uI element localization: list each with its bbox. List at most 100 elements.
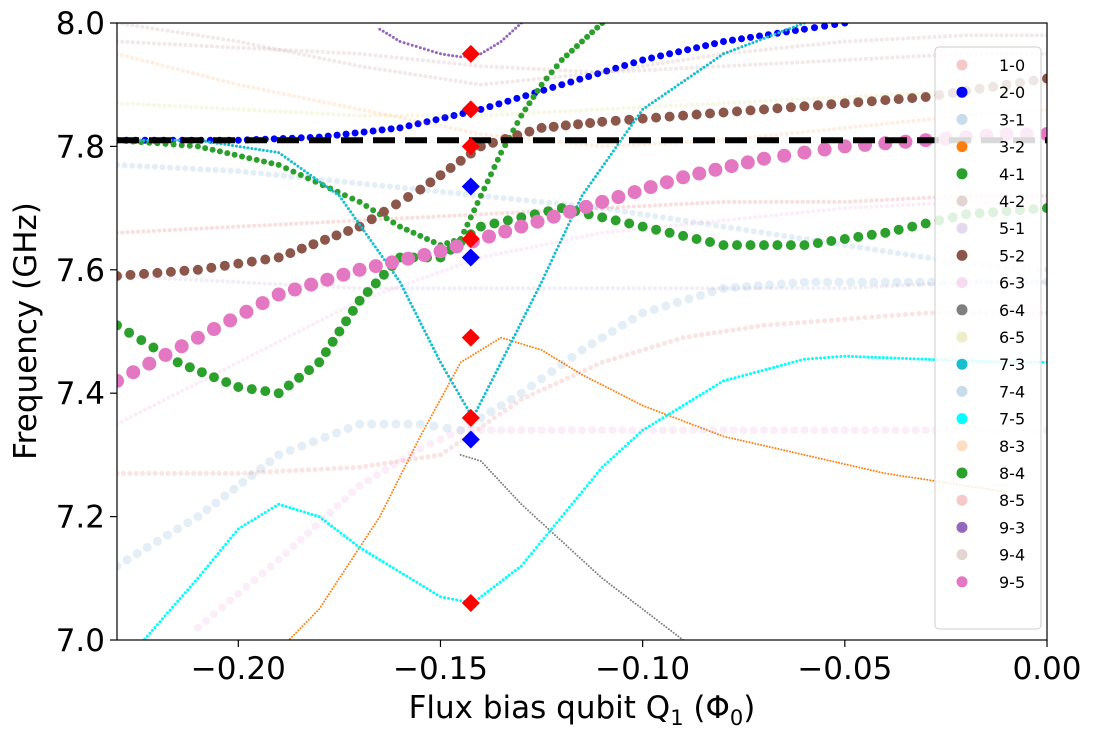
point-3-2: [440, 395, 443, 398]
point-3-2: [789, 450, 791, 453]
point-1-0: [616, 205, 620, 210]
point-7-4: [719, 283, 728, 293]
point-9-3: [447, 53, 451, 57]
point-6-4: [590, 567, 592, 569]
point-5-1: [747, 286, 752, 291]
point-4-2: [642, 68, 647, 73]
point-7-3: [346, 207, 350, 211]
point-2-0: [693, 44, 701, 52]
point-7-3: [551, 255, 555, 259]
legend-entry-8-5: 8-5: [956, 491, 1025, 510]
point-3-2: [392, 488, 395, 491]
point-4-2: [326, 50, 330, 55]
point-6-4: [615, 588, 618, 591]
point-7-5: [823, 356, 827, 360]
point-4-2: [695, 65, 700, 70]
point-6-4: [533, 515, 536, 518]
point-8-3: [890, 121, 895, 126]
point-7-3: [654, 99, 658, 102]
legend-items: 1-02-03-13-24-14-25-15-26-36-46-57-37-47…: [956, 56, 1025, 592]
point-7-4: [753, 281, 763, 291]
point-9-4: [615, 68, 620, 72]
point-8-3: [286, 93, 291, 97]
point-3-2: [734, 438, 737, 440]
point-4-2: [721, 64, 726, 69]
point-1-0: [304, 221, 309, 226]
point-6-5: [689, 102, 694, 107]
point-7-4: [163, 530, 172, 540]
point-7-3: [344, 203, 348, 207]
point-7-3: [421, 326, 425, 329]
point-4-1: [178, 142, 185, 149]
point-9-5: [546, 209, 561, 224]
point-7-4: [628, 314, 637, 324]
point-7-5: [745, 373, 749, 377]
point-8-3: [478, 132, 483, 137]
point-9-3: [430, 49, 434, 53]
point-4-2: [315, 49, 320, 54]
point-1-0: [526, 209, 531, 214]
point-4-1: [275, 161, 282, 168]
red-diamond-marker: [461, 229, 480, 248]
point-4-2: [489, 64, 494, 69]
point-8-3: [621, 143, 626, 148]
point-7-4: [122, 555, 132, 565]
point-4-2: [758, 62, 763, 67]
point-9-4: [671, 59, 675, 64]
point-6-3: [590, 232, 595, 237]
point-9-4: [433, 75, 438, 80]
point-6-3: [700, 220, 705, 225]
point-3-2: [397, 478, 400, 481]
point-9-3: [398, 40, 402, 43]
point-1-0: [130, 230, 135, 234]
point-7-4: [367, 419, 377, 429]
point-7-4: [597, 333, 607, 343]
point-4-1: [194, 143, 201, 150]
point-6-5: [204, 105, 209, 110]
point-1-0: [637, 204, 642, 209]
point-4-2: [547, 67, 552, 72]
point-1-0: [225, 225, 230, 230]
point-9-5: [271, 287, 286, 302]
point-7-3: [740, 45, 744, 49]
point-6-5: [125, 101, 130, 106]
point-9-4: [413, 72, 418, 77]
point-8-5: [599, 359, 605, 365]
point-7-3: [515, 329, 519, 333]
point-3-2: [341, 573, 344, 576]
point-9-4: [711, 53, 716, 58]
series-8-3: [117, 51, 1047, 149]
legend-swatch: [956, 358, 968, 370]
point-5-1: [136, 275, 141, 279]
point-2-0: [648, 54, 656, 62]
point-1-0: [315, 220, 320, 225]
point-5-2: [139, 268, 149, 279]
point-4-1: [239, 153, 245, 160]
point-6-3: [415, 277, 420, 282]
point-9-5: [797, 145, 812, 160]
point-4-1: [383, 215, 390, 222]
point-9-4: [271, 46, 276, 51]
point-4-2: [911, 54, 916, 59]
legend-entry-4-2: 4-2: [956, 192, 1025, 211]
point-3-1: [288, 173, 295, 180]
point-6-3: [324, 315, 329, 320]
point-6-3: [189, 384, 194, 389]
point-7-4: [857, 277, 867, 287]
point-7-4: [527, 381, 536, 391]
point-7-3: [600, 165, 604, 169]
point-5-1: [436, 286, 441, 291]
point-6-4: [542, 523, 545, 526]
point-7-3: [449, 378, 453, 382]
point-9-5-faint: [891, 426, 900, 435]
point-7-5: [562, 512, 566, 515]
point-6-4: [634, 602, 637, 605]
point-4-2: [863, 56, 868, 61]
point-4-1: [417, 232, 424, 239]
point-3-2: [669, 415, 672, 418]
point-3-2: [328, 593, 330, 596]
point-3-2: [757, 443, 760, 446]
point-8-4: [664, 227, 675, 238]
point-6-4: [551, 532, 554, 535]
point-5-1: [795, 286, 800, 291]
